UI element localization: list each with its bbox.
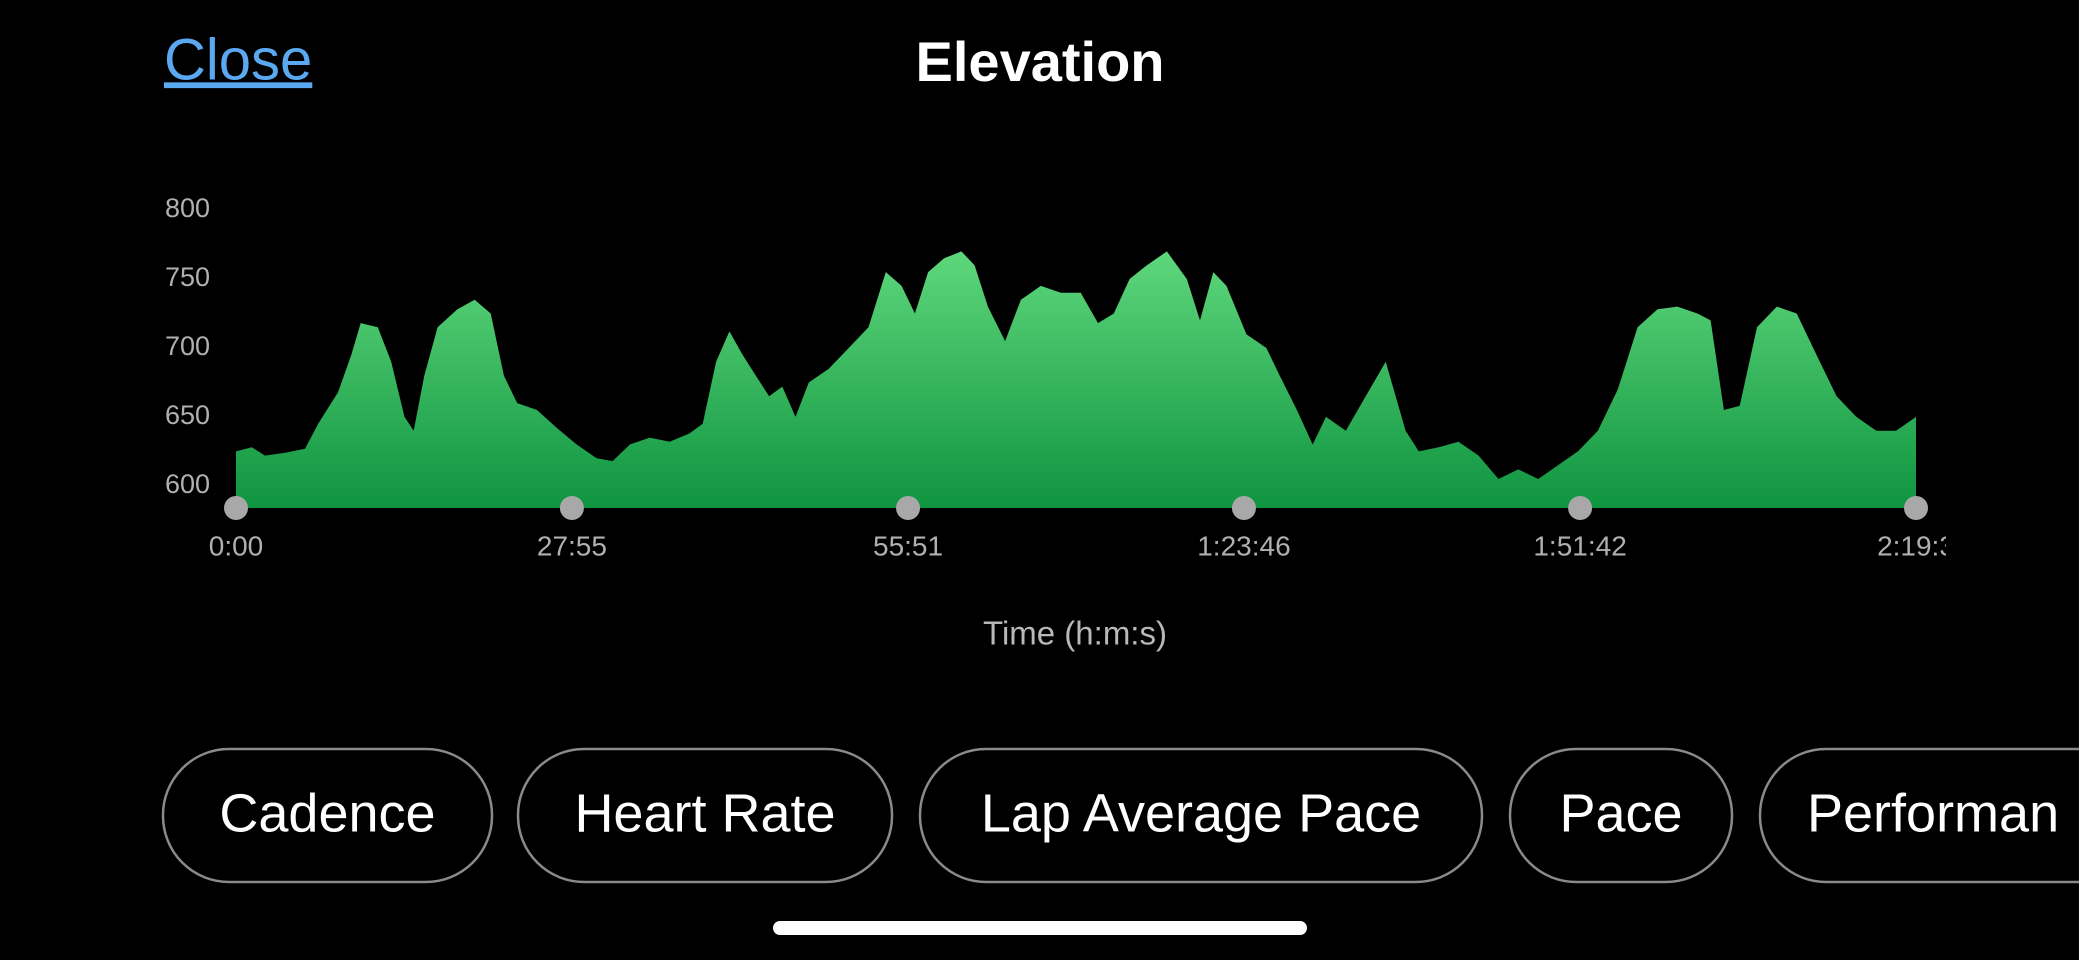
y-tick-label: 800: [165, 193, 210, 223]
button-outline: [918, 747, 1484, 884]
button-label: Pace: [1559, 783, 1682, 843]
button-outline: [516, 747, 894, 884]
x-axis-label: Time (h:m:s): [983, 615, 1167, 652]
x-tick-dot: [1568, 496, 1593, 520]
y-tick-label: 600: [165, 469, 210, 499]
button-label: Cadence: [219, 783, 435, 843]
x-tick-dot: [559, 496, 584, 520]
elevation-area: [236, 251, 1916, 508]
chart: 600 650 700 750 800 0:00 27:55 55:51 1:23:46 1:51…: [165, 193, 1955, 652]
x-tick-label: 27:55: [537, 530, 607, 561]
x-tick-dot: [224, 496, 248, 520]
x-tick-label: 1:23:46: [1197, 530, 1290, 561]
y-tick-label: 700: [165, 331, 210, 361]
button-label: Lap Average Pace: [981, 783, 1421, 843]
metric-button[interactable]: Cadence: [161, 747, 494, 884]
button-outline: [1508, 747, 1734, 884]
button-label: Heart Rate: [574, 783, 835, 843]
close-link[interactable]: Close: [164, 27, 312, 92]
x-tick-dot: [896, 496, 921, 520]
x-tick-label: 0:00: [209, 530, 264, 561]
y-tick-label: 650: [165, 400, 210, 430]
home-indicator: [773, 921, 1307, 935]
metric-button[interactable]: Lap Average Pace: [918, 747, 1484, 884]
x-tick-labels: 0:00 27:55 55:51 1:23:46 1:51:42 2:19:3: [209, 530, 1955, 561]
x-tick-label: 2:19:3: [1877, 530, 1955, 561]
metric-button[interactable]: Heart Rate: [516, 747, 894, 884]
button-outline: [161, 747, 494, 884]
metric-button[interactable]: Performan: [1758, 747, 2079, 884]
button-outline: [1758, 747, 2079, 884]
x-tick-dot: [1231, 496, 1256, 520]
x-tick-label: 55:51: [873, 530, 943, 561]
x-tick-dot: [1904, 496, 1928, 520]
x-tick-label: 1:51:42: [1533, 530, 1626, 561]
button-label: Performan: [1807, 783, 2059, 843]
metric-button[interactable]: Pace: [1508, 747, 1734, 884]
screen-title: Elevation: [916, 30, 1165, 93]
y-tick-label: 750: [165, 262, 210, 292]
button-row: Cadence Heart Rate Lap Average Pace Pace Per…: [161, 747, 2079, 884]
